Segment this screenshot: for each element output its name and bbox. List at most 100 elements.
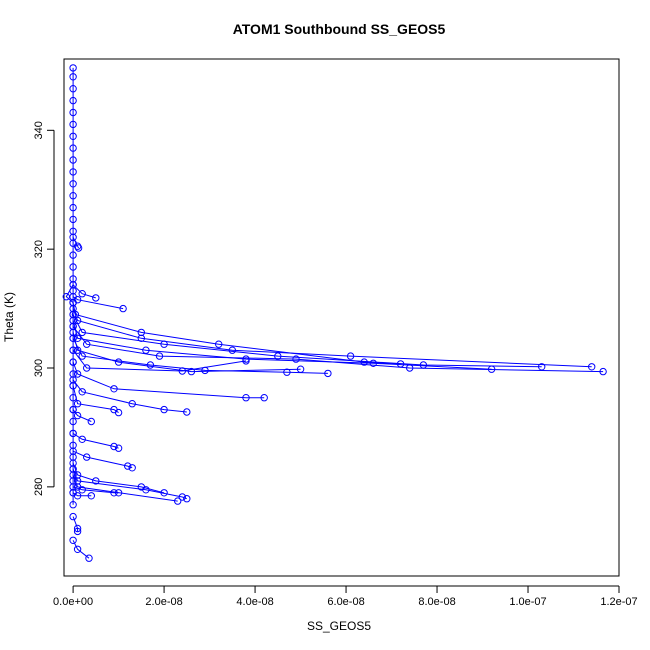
data-point: [92, 477, 100, 485]
series-26: [69, 233, 83, 252]
data-point: [69, 334, 77, 342]
data-point: [69, 358, 77, 366]
data-point: [69, 144, 77, 152]
data-point: [260, 394, 268, 402]
data-point: [69, 233, 77, 242]
data-point: [369, 359, 377, 367]
data-point: [160, 340, 168, 348]
data-point: [228, 346, 237, 354]
data-point: [128, 400, 136, 408]
series-10: [69, 346, 250, 375]
x-tick-label: 4.0e-08: [236, 596, 273, 608]
data-point: [73, 242, 82, 250]
data-point: [69, 192, 77, 200]
data-point: [69, 536, 77, 544]
data-point: [119, 304, 127, 313]
data-point: [137, 334, 146, 342]
data-point: [69, 96, 77, 105]
y-tick-label: 340: [33, 121, 45, 139]
data-point: [242, 394, 250, 402]
data-point: [142, 486, 150, 494]
series-line: [72, 361, 265, 399]
series-line: [72, 474, 178, 502]
data-point: [128, 464, 136, 472]
data-point: [124, 462, 132, 470]
data-point: [73, 527, 82, 536]
data-point: [146, 361, 155, 369]
series-12: [69, 376, 191, 416]
series-17: [69, 459, 168, 497]
data-point: [69, 429, 77, 438]
x-tick-label: 0.0e+00: [53, 596, 93, 608]
data-point: [69, 215, 77, 224]
series-4: [69, 304, 596, 371]
data-point: [183, 495, 191, 503]
data-point: [69, 168, 77, 176]
series-11: [69, 358, 268, 402]
data-point: [73, 492, 82, 500]
series-7: [69, 322, 607, 376]
y-tick-label: 300: [33, 359, 45, 377]
data-point: [73, 483, 82, 491]
data-point: [69, 405, 77, 414]
data-point: [69, 447, 77, 455]
data-point: [274, 352, 282, 360]
chart-title: ATOM1 Southbound SS_GEOS5: [233, 21, 446, 37]
x-tick-label: 1.0e-07: [509, 596, 546, 608]
series-16: [69, 447, 136, 472]
series-14: [69, 405, 96, 426]
x-tick-label: 2.0e-08: [145, 596, 182, 608]
data-point: [283, 368, 291, 376]
series-21: [69, 489, 96, 500]
data-point: [69, 108, 77, 117]
data-point: [83, 453, 91, 461]
data-point: [73, 545, 82, 553]
data-point: [215, 340, 223, 348]
data-point: [69, 346, 77, 354]
data-point: [69, 73, 77, 81]
y-tick-label: 280: [33, 478, 45, 496]
data-point: [85, 554, 93, 562]
data-point: [588, 363, 596, 371]
x-tick-label: 8.0e-08: [418, 596, 455, 608]
data-point: [69, 512, 77, 521]
data-point: [110, 385, 118, 393]
plot-frame: [63, 58, 620, 577]
data-point: [69, 251, 77, 259]
data-point: [174, 497, 182, 505]
data-point: [360, 358, 368, 366]
y-axis: 280 300 320 340: [33, 121, 55, 496]
data-point: [110, 442, 118, 451]
data-point: [114, 408, 123, 417]
series-13: [69, 382, 123, 417]
data-point: [69, 281, 77, 289]
data-point: [69, 120, 77, 129]
data-point: [74, 244, 83, 252]
data-point: [87, 492, 96, 500]
x-tick-label: 6.0e-08: [327, 596, 364, 608]
data-point: [62, 293, 71, 301]
series-line: [72, 450, 133, 469]
data-point: [69, 85, 77, 93]
data-point: [69, 263, 77, 271]
data-point: [78, 352, 86, 360]
data-point: [155, 352, 164, 360]
data-point: [73, 370, 82, 378]
series-line: [72, 326, 604, 373]
data-point: [69, 501, 77, 509]
data-point: [78, 328, 86, 337]
series-layer: [62, 64, 607, 562]
data-point: [114, 444, 123, 452]
x-axis-label: SS_GEOS5: [307, 619, 371, 633]
x-tick-label: 1.2e-07: [600, 596, 637, 608]
data-point: [78, 435, 86, 443]
series-line: [72, 432, 119, 449]
data-point: [69, 64, 77, 72]
data-point: [69, 132, 77, 141]
data-point: [69, 298, 77, 307]
series-23: [69, 536, 93, 562]
series-line: [72, 284, 96, 299]
series-line: [72, 320, 492, 370]
data-point: [92, 294, 100, 302]
